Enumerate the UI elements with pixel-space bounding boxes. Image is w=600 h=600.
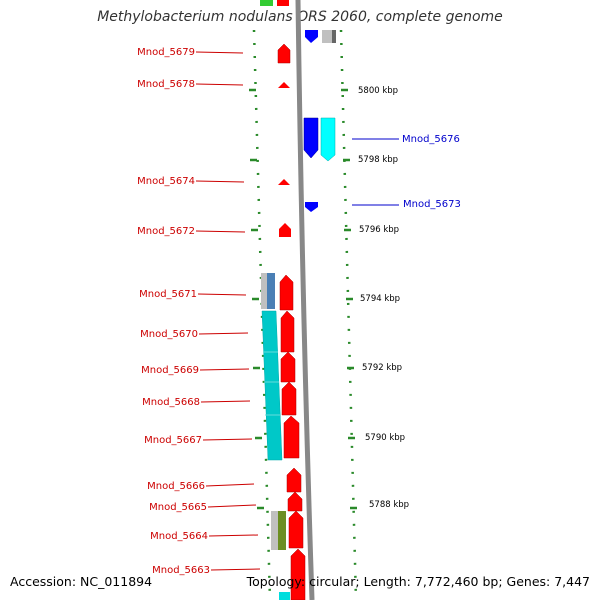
gene-label-mnod-5665: Mnod_5665 bbox=[149, 502, 207, 513]
gene-label-mnod-5671: Mnod_5671 bbox=[139, 289, 197, 300]
gene-label-mnod-5678: Mnod_5678 bbox=[137, 79, 195, 90]
gene-mnod-5674[interactable] bbox=[278, 179, 290, 185]
gene-mnod-5672[interactable] bbox=[279, 223, 291, 237]
gene-mnod-5676[interactable] bbox=[303, 117, 319, 159]
forward-strand-genes bbox=[277, 43, 306, 600]
gene-label-mnod-5669: Mnod_5669 bbox=[141, 365, 199, 376]
feature-steel-5671 bbox=[267, 273, 275, 309]
feature-grey-5664 bbox=[271, 511, 278, 550]
scale-label-5800-kbp: 5800 kbp bbox=[358, 86, 398, 96]
gene-mnod-5673[interactable] bbox=[305, 202, 318, 212]
gene-mnod-5664[interactable] bbox=[288, 510, 304, 549]
scale-label-5794-kbp: 5794 kbp bbox=[360, 294, 400, 304]
left-leader-lines bbox=[195, 51, 261, 571]
gene-mnod-5678[interactable] bbox=[278, 82, 290, 88]
gene-mnod-5669[interactable] bbox=[280, 351, 296, 383]
right-leader-lines bbox=[352, 138, 399, 206]
gene-mnod-5666[interactable] bbox=[286, 467, 302, 493]
gene-mnod-5679[interactable] bbox=[277, 43, 291, 64]
feature-top-green bbox=[260, 0, 273, 6]
gene-mnod-5671[interactable] bbox=[279, 274, 294, 311]
feature-olive-5664 bbox=[278, 511, 286, 550]
gene-label-mnod-5663: Mnod_5663 bbox=[152, 565, 210, 576]
feature-bottom-cyan bbox=[279, 592, 290, 600]
gene-label-mnod-5673: Mnod_5673 bbox=[403, 199, 461, 210]
scale-label-5798-kbp: 5798 kbp bbox=[358, 155, 398, 165]
gene-label-mnod-5676: Mnod_5676 bbox=[402, 134, 460, 145]
scale-label-5790-kbp: 5790 kbp bbox=[365, 433, 405, 443]
accession-text: Accession: NC_011894 bbox=[10, 574, 153, 589]
feature-cyan-5676 bbox=[320, 117, 336, 162]
feature-top-grey-dark bbox=[332, 30, 336, 43]
scale-label-5788-kbp: 5788 kbp bbox=[369, 500, 409, 510]
gene-mnod-5670[interactable] bbox=[280, 310, 295, 353]
gene-label-mnod-5679: Mnod_5679 bbox=[137, 47, 195, 58]
gene-label-mnod-5670: Mnod_5670 bbox=[140, 329, 198, 340]
gene-mnod-5665[interactable] bbox=[287, 491, 303, 512]
left-major-ticks bbox=[249, 88, 264, 510]
outer-ruler-line bbox=[339, 29, 358, 600]
feature-grey-5671 bbox=[261, 273, 267, 309]
right-major-ticks bbox=[341, 88, 357, 510]
scale-label-5792-kbp: 5792 kbp bbox=[362, 363, 402, 373]
gene-label-mnod-5674: Mnod_5674 bbox=[137, 176, 195, 187]
feature-top-grey bbox=[322, 30, 335, 43]
genome-summary-text: Topology: circular; Length: 7,772,460 bp… bbox=[246, 574, 590, 589]
genome-backbone bbox=[295, 0, 315, 600]
other-features bbox=[260, 0, 336, 600]
gene-top-blue[interactable] bbox=[305, 30, 318, 43]
gene-mnod-5668[interactable] bbox=[281, 381, 297, 416]
gene-label-mnod-5664: Mnod_5664 bbox=[150, 531, 208, 542]
gene-label-mnod-5668: Mnod_5668 bbox=[142, 397, 200, 408]
feature-top-red bbox=[277, 0, 289, 6]
gene-label-mnod-5667: Mnod_5667 bbox=[144, 435, 202, 446]
feature-cyan-block bbox=[261, 310, 283, 461]
scale-label-5796-kbp: 5796 kbp bbox=[359, 225, 399, 235]
gene-mnod-5667[interactable] bbox=[283, 415, 300, 459]
gene-label-mnod-5672: Mnod_5672 bbox=[137, 226, 195, 237]
gene-label-mnod-5666: Mnod_5666 bbox=[147, 481, 205, 492]
gene-mnod-5663[interactable] bbox=[290, 548, 306, 600]
